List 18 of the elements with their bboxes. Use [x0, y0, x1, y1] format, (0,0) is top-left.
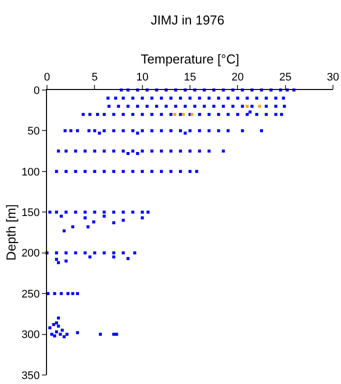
y-axis-title: Depth [m] [3, 204, 18, 261]
x-tick-label: 30 [326, 72, 340, 84]
y-tick-label: 0 [34, 84, 40, 97]
x-tick-label: 5 [92, 72, 98, 84]
x-tick-label: 15 [184, 72, 196, 84]
y-tick-label: 50 [28, 126, 40, 138]
x-tick-label: 10 [136, 72, 148, 84]
x-tick-label: 25 [279, 72, 292, 84]
chart-title: JIMJ in 1976 [150, 12, 224, 28]
y-tick-label: 250 [21, 288, 40, 300]
y-tick-label: 150 [21, 206, 40, 219]
x-axis-title: Temperature [°C] [140, 52, 240, 67]
x-tick-label: 0 [44, 72, 50, 84]
x-tick-label: 20 [232, 72, 244, 84]
y-tick-label: 200 [21, 248, 40, 260]
y-tick-label: 100 [21, 166, 40, 178]
y-tick-label: 350 [21, 370, 40, 382]
y-tick-label: 300 [21, 329, 40, 342]
